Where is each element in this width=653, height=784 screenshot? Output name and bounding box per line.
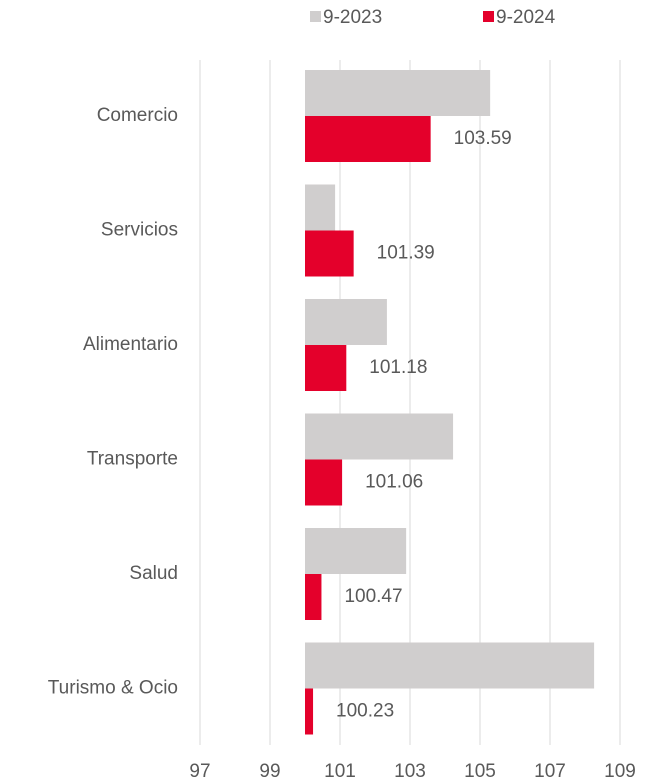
y-tick-label: Turismo & Ocio [48, 678, 178, 699]
bar [305, 528, 407, 574]
bar [305, 230, 354, 277]
bar [305, 116, 431, 162]
data-label: 100.23 [336, 701, 394, 722]
data-label: 100.47 [344, 586, 402, 607]
bar [305, 459, 343, 506]
data-label: 101.39 [377, 243, 435, 264]
x-tick-label: 103 [394, 761, 426, 782]
x-tick-label: 99 [259, 761, 280, 782]
data-label: 103.59 [454, 128, 512, 149]
legend-label: 9-2023 [323, 7, 382, 28]
legend-swatch [483, 11, 494, 22]
legend-label: 9-2024 [496, 7, 556, 28]
legend-swatch [310, 11, 321, 22]
x-tick-label: 105 [464, 761, 496, 782]
bar [305, 413, 454, 460]
x-tick-label: 97 [189, 761, 210, 782]
x-tick-label: 109 [604, 761, 636, 782]
data-label: 101.06 [365, 472, 423, 493]
y-tick-label: Alimentario [83, 334, 178, 355]
y-tick-label: Transporte [87, 449, 178, 470]
bar [305, 184, 336, 231]
x-tick-label: 101 [324, 761, 356, 782]
y-tick-label: Comercio [97, 105, 178, 126]
bar [305, 299, 387, 345]
bar [305, 574, 322, 620]
bar [305, 345, 347, 391]
bar [305, 70, 491, 116]
bar [305, 642, 595, 689]
y-tick-label: Servicios [101, 220, 178, 241]
data-label: 101.18 [369, 357, 427, 378]
y-tick-label: Salud [129, 563, 178, 584]
x-tick-label: 107 [534, 761, 566, 782]
bar [305, 688, 314, 735]
